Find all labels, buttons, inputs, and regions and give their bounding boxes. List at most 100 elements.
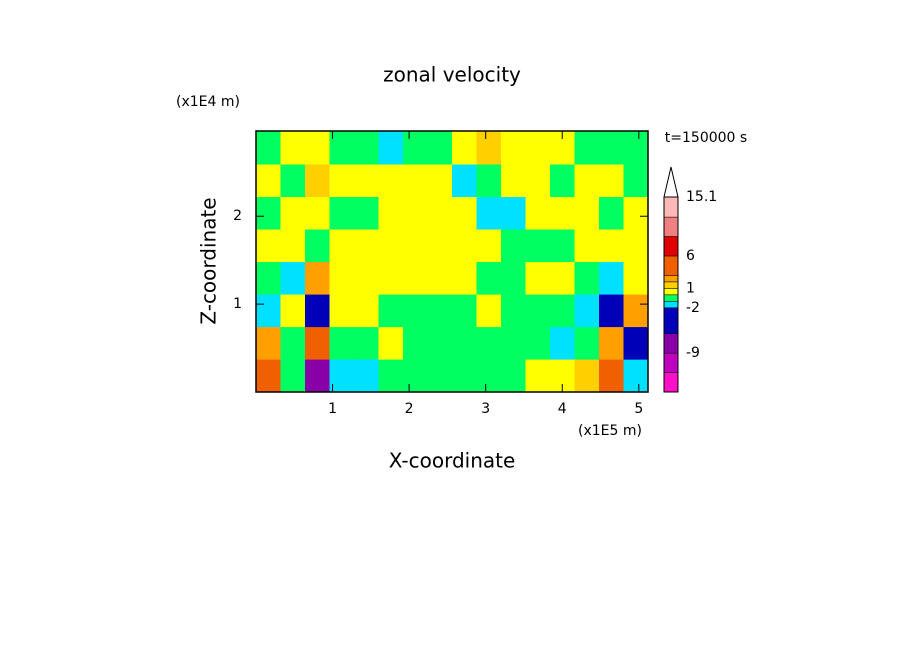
contour-cell	[452, 293, 477, 328]
colorbar-bin	[663, 196, 679, 218]
y-tick-label: 2	[233, 208, 242, 224]
contour-cell	[476, 293, 502, 328]
contour-cell	[256, 163, 281, 198]
contour-cell	[550, 293, 575, 328]
contour-cell	[525, 326, 551, 360]
contour-cell	[452, 228, 477, 263]
contour-cell	[525, 131, 551, 165]
colorbar-bin	[663, 307, 679, 334]
colorbar-bin	[663, 372, 679, 393]
contour-cell	[354, 163, 379, 198]
contour-cell	[501, 228, 526, 263]
contour-cell	[427, 228, 453, 263]
contour-cell	[329, 196, 355, 230]
contour-cell	[574, 326, 600, 360]
contour-cell	[354, 358, 379, 393]
plot-frame	[255, 130, 649, 393]
contour-cell	[354, 326, 379, 360]
colorbar-bin	[663, 301, 679, 309]
contour-cell	[354, 261, 379, 295]
contour-cell	[378, 326, 404, 360]
contour-cell	[525, 358, 551, 393]
contour-cell	[427, 358, 453, 393]
colorbar-bin	[663, 333, 679, 354]
contour-cell	[329, 261, 355, 295]
contour-cell	[599, 228, 624, 263]
colorbar-bin	[663, 255, 679, 276]
contour-cell	[550, 261, 575, 295]
colorbar-frame	[663, 196, 679, 393]
contour-cell	[599, 358, 624, 393]
contour-cell	[329, 358, 355, 393]
contour-cell	[427, 131, 453, 165]
contour-cell	[403, 293, 428, 328]
colorbar-extension	[663, 166, 679, 198]
colorbar-bin	[663, 352, 679, 373]
contour-cell	[256, 293, 281, 328]
contour-cell	[378, 293, 404, 328]
contour-cell	[378, 261, 404, 295]
contour-cell	[476, 261, 502, 295]
colorbar-tick-label: 1	[686, 280, 695, 296]
contour-cell	[354, 293, 379, 328]
contour-cell	[623, 131, 649, 165]
contour-cell	[599, 261, 624, 295]
contour-cell	[550, 196, 575, 230]
contour-cell	[329, 131, 355, 165]
contour-cell	[476, 358, 502, 393]
colorbar-bin	[663, 294, 679, 302]
contour-cell	[256, 131, 281, 165]
contour-cell	[329, 293, 355, 328]
contour-cell	[280, 261, 306, 295]
contour-cell	[599, 131, 624, 165]
contour-cell	[305, 196, 330, 230]
contour-cell	[452, 131, 477, 165]
contour-cell	[501, 196, 526, 230]
colorbar-tick-label: 6	[686, 248, 695, 264]
contour-cell	[452, 326, 477, 360]
contour-cell	[305, 261, 330, 295]
x-tick-label: 4	[558, 401, 567, 417]
contour-cell	[256, 358, 281, 393]
contour-cell	[476, 196, 502, 230]
contour-cell	[501, 163, 526, 198]
contour-cell	[329, 163, 355, 198]
contour-cell	[305, 131, 330, 165]
contour-cell	[403, 131, 428, 165]
contour-cell	[378, 196, 404, 230]
contour-cell	[329, 228, 355, 263]
x-axis-label: X-coordinate	[389, 449, 516, 473]
colorbar-bin	[663, 275, 679, 283]
contour-cell	[403, 358, 428, 393]
x-tick-label: 2	[405, 401, 414, 417]
contour-cell	[599, 163, 624, 198]
contour-cell	[354, 131, 379, 165]
contour-cell	[427, 261, 453, 295]
contour-cell	[623, 261, 649, 295]
contour-cell	[501, 293, 526, 328]
contour-cell	[574, 358, 600, 393]
contour-cell	[305, 326, 330, 360]
colorbar-tick-label: -9	[686, 345, 700, 361]
contour-cell	[280, 163, 306, 198]
contour-cell	[525, 196, 551, 230]
y-tick-label: 1	[233, 296, 242, 312]
contour-cell	[550, 326, 575, 360]
x-scale-label: (x1E5 m)	[578, 423, 642, 439]
contour-cell	[623, 326, 649, 360]
contour-cell	[574, 261, 600, 295]
contour-cell	[305, 358, 330, 393]
contour-cell	[599, 293, 624, 328]
contour-cell	[378, 163, 404, 198]
contour-cell	[256, 196, 281, 230]
contour-cell	[599, 196, 624, 230]
contour-cell	[476, 228, 502, 263]
contour-cell	[574, 131, 600, 165]
contour-cell	[403, 196, 428, 230]
contour-cell	[525, 261, 551, 295]
colorbar-bin	[663, 216, 679, 237]
contour-cell	[403, 261, 428, 295]
contour-cell	[427, 196, 453, 230]
contour-cell	[280, 326, 306, 360]
contour-cell	[378, 228, 404, 263]
